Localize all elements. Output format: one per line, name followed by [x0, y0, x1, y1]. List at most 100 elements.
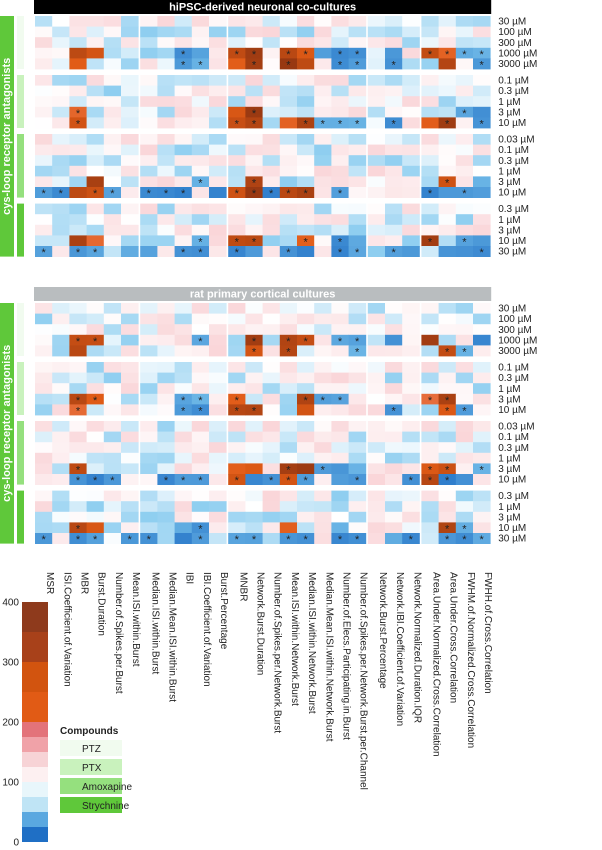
heatmap-cell	[103, 37, 122, 49]
heatmap-cell	[348, 214, 367, 226]
concentration-label: 1 µM	[498, 502, 520, 513]
heatmap-cell	[455, 106, 474, 118]
heatmap-cell	[455, 501, 474, 513]
heatmap-cell	[245, 106, 263, 118]
heatmap-cell	[473, 474, 491, 485]
heatmap-cell	[421, 214, 439, 226]
heatmap-cell	[367, 393, 386, 405]
concentration-label: 3000 µM	[498, 346, 537, 357]
heatmap-cell	[121, 313, 139, 325]
heatmap-cell	[297, 383, 315, 395]
heatmap-cell	[191, 490, 210, 502]
heatmap-cell	[331, 176, 349, 188]
heatmap-cell	[262, 372, 281, 384]
heatmap-cell	[69, 501, 87, 513]
compound-group-bars	[17, 16, 24, 544]
heatmap-cell	[52, 511, 70, 523]
heatmap-cell	[174, 383, 193, 395]
concentration-label: 10 µM	[498, 405, 526, 416]
heatmap-cell	[52, 106, 70, 118]
heatmap-cell	[367, 165, 386, 177]
heatmap-cell	[245, 442, 263, 454]
heatmap-cell	[438, 47, 457, 59]
heatmap-cell	[385, 224, 403, 236]
heatmap-cell	[473, 324, 491, 336]
heatmap-cell	[455, 96, 474, 108]
heatmap-cell	[245, 37, 263, 49]
significance-star: *	[445, 534, 450, 546]
heatmap-cell	[174, 85, 193, 97]
heatmap-cell	[385, 214, 403, 226]
heatmap-cell	[103, 134, 122, 145]
heatmap-cell	[52, 187, 70, 198]
legend-label: Amoxapine	[82, 782, 132, 793]
heatmap-cell	[297, 345, 315, 357]
heatmap-cell	[348, 334, 367, 346]
significance-star: *	[76, 108, 81, 120]
heatmap-cell	[191, 345, 210, 357]
heatmap-cell	[209, 235, 227, 247]
heatmap-cell	[86, 345, 105, 357]
heatmap-cell	[121, 85, 139, 97]
heatmap-cell	[228, 463, 246, 475]
significance-star: *	[147, 188, 152, 200]
heatmap-cell	[121, 144, 139, 156]
heatmap-cell	[174, 393, 193, 405]
heatmap-cell	[86, 58, 105, 70]
heatmap-cell	[245, 224, 263, 236]
heatmap-cell	[103, 431, 122, 443]
heatmap-cell	[331, 463, 349, 475]
heatmap-cell	[121, 452, 139, 464]
heatmap-cell	[473, 393, 491, 405]
heatmap-cell	[473, 372, 491, 384]
heatmap-cell	[402, 522, 420, 534]
heatmap-cell	[438, 452, 457, 464]
significance-star: *	[252, 119, 257, 131]
side-label: cys-loop receptor antagonists	[1, 345, 13, 502]
heatmap-cell	[157, 421, 175, 432]
heatmap-cell	[297, 334, 315, 346]
heatmap-cell	[191, 134, 210, 145]
panel-title-bar	[34, 287, 492, 301]
column-label: Area.Under.Normalized.Cross.Correlation	[431, 572, 442, 757]
heatmap-cell	[86, 96, 105, 108]
heatmap-cell	[121, 383, 139, 395]
heatmap-cell	[121, 176, 139, 188]
concentration-label: 0.3 µM	[498, 86, 529, 97]
heatmap-cell	[402, 511, 420, 523]
heatmap-cell	[103, 345, 122, 357]
heatmap-cell	[421, 26, 439, 38]
heatmap-cell	[314, 372, 332, 384]
heatmap-cell	[262, 134, 281, 145]
heatmap-cell	[228, 313, 246, 325]
heatmap-cell	[402, 176, 420, 188]
heatmap-cell	[35, 187, 53, 198]
heatmap-cell	[473, 58, 491, 70]
heatmap-cell	[228, 96, 246, 108]
heatmap-cell	[69, 533, 87, 544]
concentration-label: 30 µM	[498, 247, 526, 258]
heatmap-cell	[157, 235, 175, 247]
heatmap-cell	[297, 324, 315, 336]
heatmap-cell	[245, 334, 263, 346]
heatmap-cell	[473, 463, 491, 475]
significance-star: *	[181, 247, 186, 259]
significance-star: *	[286, 534, 291, 546]
heatmap-cell	[52, 324, 70, 336]
heatmap-cell	[348, 155, 367, 167]
heatmap-cell	[228, 383, 246, 395]
heatmap-cell	[103, 362, 122, 373]
concentration-label: 10 µM	[498, 236, 526, 247]
heatmap-cell	[385, 383, 403, 395]
heatmap-cell	[314, 463, 332, 475]
compound-group-bar	[17, 421, 24, 485]
heatmap-cell	[331, 362, 349, 373]
heatmap-cell	[331, 106, 349, 118]
heatmap-cell	[455, 16, 474, 27]
heatmap-cell	[228, 106, 246, 118]
heatmap-cell	[209, 134, 227, 145]
heatmap-cell	[52, 303, 70, 314]
color-scale-bar: 0 100 200 300 400	[2, 598, 48, 849]
significance-star: *	[76, 406, 81, 418]
heatmap-cell	[421, 16, 439, 27]
